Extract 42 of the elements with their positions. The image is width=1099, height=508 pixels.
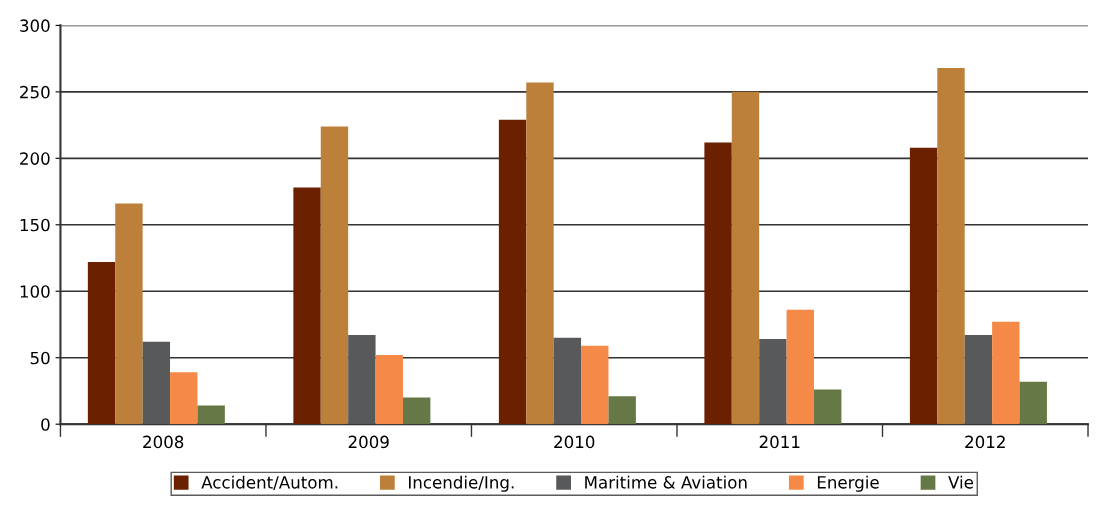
bar — [526, 82, 554, 425]
bar — [992, 321, 1020, 425]
bar — [937, 67, 965, 425]
bar — [813, 389, 842, 425]
bar — [759, 339, 787, 425]
bar — [498, 119, 527, 425]
bar — [909, 147, 938, 425]
y-tick-label: 300 — [20, 19, 50, 32]
bar — [964, 335, 993, 425]
bar — [170, 372, 198, 425]
bar — [197, 405, 225, 425]
bar — [553, 337, 582, 425]
bar — [581, 345, 609, 425]
bar — [704, 142, 732, 425]
bar — [375, 355, 403, 425]
x-tick-label: 2010 — [554, 435, 595, 449]
x-tick-label: 2009 — [348, 435, 389, 449]
legend-label: Incendie/Ing. — [409, 475, 514, 492]
y-tick-label: 100 — [20, 285, 50, 298]
bar — [608, 396, 636, 425]
x-tick-label: 2012 — [965, 435, 1005, 449]
bar — [87, 262, 116, 425]
legend-label: Energie — [817, 475, 879, 492]
y-tick-label: 50 — [30, 351, 50, 365]
bar — [1019, 381, 1047, 425]
bar — [402, 397, 431, 425]
bar — [731, 91, 760, 425]
y-tick-label: 200 — [20, 152, 50, 165]
y-tick-label: 150 — [20, 218, 50, 232]
x-tick-label: 2008 — [143, 435, 184, 449]
y-tick-label: 250 — [20, 85, 50, 99]
y-tick-label: 0 — [41, 418, 50, 431]
bar — [115, 203, 143, 425]
bar — [320, 126, 349, 425]
bar — [293, 187, 321, 425]
bar — [786, 309, 814, 425]
legend-label: Maritime & Aviation — [585, 475, 747, 489]
x-tick-label: 2011 — [759, 435, 800, 449]
legend-label: Vie — [948, 475, 974, 489]
bar — [142, 341, 171, 425]
bar — [348, 335, 376, 425]
legend-label: Accident/Autom. — [201, 475, 338, 490]
